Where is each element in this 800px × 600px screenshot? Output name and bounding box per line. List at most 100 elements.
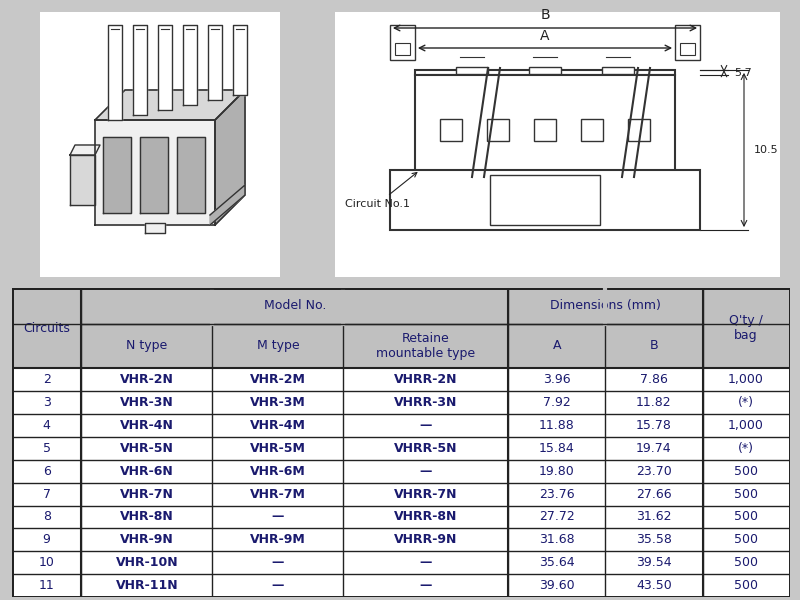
Text: VHRR-5N: VHRR-5N: [394, 442, 458, 455]
Polygon shape: [108, 25, 122, 120]
Bar: [487, 119, 509, 141]
Text: 500: 500: [734, 488, 758, 500]
Polygon shape: [208, 25, 222, 100]
Text: 3: 3: [42, 396, 50, 409]
Text: 3.96: 3.96: [543, 373, 570, 386]
Bar: [581, 119, 603, 141]
Text: 2: 2: [42, 373, 50, 386]
Polygon shape: [233, 25, 247, 95]
Text: VHRR-2N: VHRR-2N: [394, 373, 458, 386]
Text: 8: 8: [42, 511, 50, 523]
Text: A: A: [553, 340, 561, 352]
Bar: [534, 119, 556, 141]
Text: 19.74: 19.74: [636, 442, 672, 455]
Text: (*): (*): [738, 396, 754, 409]
Text: 19.80: 19.80: [539, 465, 574, 478]
Bar: [508, 288, 702, 323]
Text: —: —: [272, 556, 284, 569]
Bar: [529, 67, 561, 74]
Text: —: —: [272, 579, 284, 592]
Bar: [12, 368, 790, 391]
Bar: [12, 323, 790, 368]
Polygon shape: [70, 155, 95, 205]
Bar: [12, 414, 790, 437]
Bar: [12, 288, 82, 323]
Text: VHR-3M: VHR-3M: [250, 396, 306, 409]
Text: —: —: [419, 556, 432, 569]
Text: Q'ty /
bag: Q'ty / bag: [729, 314, 763, 342]
Polygon shape: [177, 137, 205, 213]
Text: Circuit No.1: Circuit No.1: [345, 173, 417, 209]
Text: VHR-10N: VHR-10N: [115, 556, 178, 569]
Text: VHR-2M: VHR-2M: [250, 373, 306, 386]
Bar: [456, 67, 488, 74]
Polygon shape: [95, 90, 245, 120]
Text: VHRR-8N: VHRR-8N: [394, 511, 458, 523]
Text: Retaine
mountable type: Retaine mountable type: [376, 332, 475, 360]
Text: VHR-5M: VHR-5M: [250, 442, 306, 455]
Text: A: A: [540, 29, 550, 43]
Text: 35.64: 35.64: [539, 556, 574, 569]
Text: Dimensions (mm): Dimensions (mm): [550, 299, 661, 312]
Bar: [490, 175, 600, 225]
Bar: [415, 75, 675, 175]
Polygon shape: [183, 25, 197, 105]
Text: 10: 10: [38, 556, 54, 569]
FancyBboxPatch shape: [335, 12, 780, 277]
Bar: [440, 119, 462, 141]
Bar: [390, 170, 700, 230]
Text: VHR-2N: VHR-2N: [120, 373, 174, 386]
Text: 1,000: 1,000: [728, 373, 764, 386]
Polygon shape: [103, 137, 131, 213]
Bar: [12, 391, 790, 414]
Text: VHR-6N: VHR-6N: [120, 465, 174, 478]
Text: 5: 5: [42, 442, 50, 455]
Text: 31.62: 31.62: [636, 511, 672, 523]
Bar: [602, 67, 634, 74]
Text: 39.54: 39.54: [636, 556, 672, 569]
Text: 5.7: 5.7: [734, 67, 752, 77]
FancyBboxPatch shape: [40, 12, 280, 277]
Text: 500: 500: [734, 533, 758, 547]
Text: N type: N type: [126, 340, 167, 352]
Text: 11.88: 11.88: [539, 419, 574, 432]
Text: 7.92: 7.92: [543, 396, 570, 409]
Bar: [675, 25, 700, 60]
Bar: [12, 437, 790, 460]
Text: Circuits: Circuits: [23, 322, 70, 335]
Text: 27.66: 27.66: [636, 488, 672, 500]
Text: 39.60: 39.60: [539, 579, 574, 592]
Bar: [12, 574, 790, 597]
Polygon shape: [133, 25, 147, 115]
Text: VHR-7M: VHR-7M: [250, 488, 306, 500]
Text: 23.76: 23.76: [539, 488, 574, 500]
Text: Model No.: Model No.: [263, 299, 326, 312]
Text: VHRR-3N: VHRR-3N: [394, 396, 458, 409]
Text: —: —: [419, 579, 432, 592]
Text: 500: 500: [734, 579, 758, 592]
Text: 15.84: 15.84: [539, 442, 574, 455]
Bar: [415, 70, 675, 75]
Text: VHRR-7N: VHRR-7N: [394, 488, 458, 500]
Text: VHR-5N: VHR-5N: [120, 442, 174, 455]
Text: B: B: [540, 8, 550, 22]
Text: B: B: [650, 340, 658, 352]
Text: 1,000: 1,000: [728, 419, 764, 432]
Polygon shape: [95, 120, 215, 225]
Text: 6: 6: [42, 465, 50, 478]
Polygon shape: [140, 137, 168, 213]
Text: VHR-8N: VHR-8N: [120, 511, 174, 523]
Bar: [680, 43, 695, 55]
Polygon shape: [70, 145, 100, 155]
Text: 500: 500: [734, 465, 758, 478]
Text: VHR-4M: VHR-4M: [250, 419, 306, 432]
Bar: [82, 288, 508, 323]
Bar: [12, 482, 790, 506]
Text: 9: 9: [42, 533, 50, 547]
Text: VHR-7N: VHR-7N: [120, 488, 174, 500]
Bar: [12, 506, 790, 529]
Bar: [12, 460, 790, 482]
Text: 10.5: 10.5: [754, 145, 778, 155]
Text: VHR-9N: VHR-9N: [120, 533, 174, 547]
Text: 43.50: 43.50: [636, 579, 672, 592]
